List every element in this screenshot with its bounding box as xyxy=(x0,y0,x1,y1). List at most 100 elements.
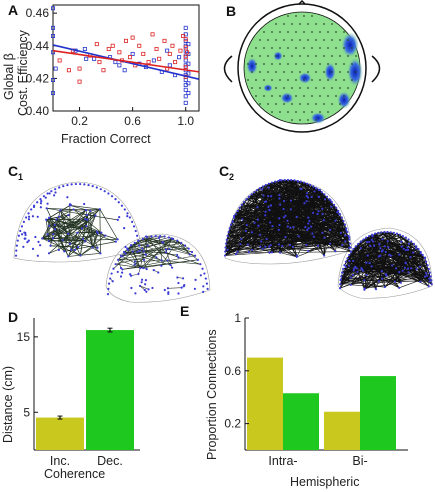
network-node xyxy=(19,229,22,233)
network-edge xyxy=(384,257,426,288)
electrode-dot xyxy=(327,63,329,65)
network-node xyxy=(16,239,19,242)
network-node xyxy=(69,203,72,206)
network-node xyxy=(233,216,236,219)
network-edge xyxy=(340,278,430,281)
network-node xyxy=(183,284,186,287)
network-node xyxy=(379,247,382,250)
network-edge xyxy=(340,275,387,280)
network-node xyxy=(401,234,405,238)
network-node xyxy=(256,206,259,209)
hotspot xyxy=(310,112,326,124)
data-point xyxy=(84,56,89,61)
network-node xyxy=(352,269,355,272)
network-node xyxy=(321,212,324,216)
electrode-dot xyxy=(335,47,337,49)
network-node xyxy=(353,267,356,270)
network-edge xyxy=(280,252,297,258)
electrode-dot xyxy=(327,47,329,49)
network-node xyxy=(54,188,57,191)
network-node xyxy=(419,280,422,283)
network-node xyxy=(295,254,299,258)
network-edge xyxy=(311,189,320,198)
network-node xyxy=(138,284,142,288)
network-edge xyxy=(316,188,338,213)
network-node xyxy=(170,266,174,269)
network-node xyxy=(67,255,70,258)
y-tick-label: 5 xyxy=(23,405,30,419)
electrode-dot xyxy=(287,95,289,97)
network-node xyxy=(305,182,309,185)
data-point xyxy=(157,56,162,61)
electrode-dot xyxy=(335,79,337,81)
network-node xyxy=(317,210,320,213)
electrode-dot xyxy=(255,47,257,49)
network-node xyxy=(112,267,115,270)
network-edge xyxy=(269,244,290,247)
network-node xyxy=(412,251,415,254)
network-edge xyxy=(169,248,190,255)
network-node xyxy=(296,179,299,183)
network-edge xyxy=(227,199,247,236)
network-node xyxy=(323,236,326,239)
network-node xyxy=(124,252,127,255)
network-node xyxy=(322,219,325,222)
network-node xyxy=(226,234,229,237)
data-point xyxy=(53,66,58,71)
network-node xyxy=(340,216,343,219)
network-node xyxy=(308,219,311,222)
panel-c2-label: C xyxy=(219,163,229,179)
network-node xyxy=(354,245,357,248)
c1-brain-right-outline xyxy=(105,233,211,303)
network-node xyxy=(259,245,262,248)
network-node xyxy=(165,248,168,251)
data-point xyxy=(183,64,188,69)
electrode-dot xyxy=(287,47,289,49)
network-node xyxy=(48,216,51,219)
network-node xyxy=(234,253,238,256)
electrode-dot xyxy=(307,87,309,89)
electrode-dot xyxy=(299,103,301,105)
network-edge xyxy=(381,246,386,272)
panel-c2: C 2 xyxy=(219,163,433,299)
network-edge xyxy=(225,194,280,244)
electrode-dot xyxy=(319,111,321,113)
network-node xyxy=(374,288,378,291)
network-node xyxy=(27,239,30,242)
network-node xyxy=(410,240,413,243)
network-edge xyxy=(290,200,314,214)
network-node xyxy=(394,267,398,270)
network-edge xyxy=(283,200,291,228)
c2-network-nodes xyxy=(223,178,433,291)
data-point xyxy=(51,33,56,38)
network-edge xyxy=(268,183,350,240)
network-edge xyxy=(271,182,332,207)
network-node xyxy=(31,247,35,250)
network-node xyxy=(245,224,248,227)
hotspot xyxy=(298,72,312,84)
network-node xyxy=(119,266,123,270)
network-node xyxy=(428,280,431,283)
data-point xyxy=(173,60,178,65)
network-node xyxy=(370,233,374,236)
network-node xyxy=(423,257,426,260)
network-node xyxy=(380,231,383,234)
network-node xyxy=(40,199,43,203)
network-node xyxy=(45,218,48,221)
network-edge xyxy=(49,217,116,242)
network-edge xyxy=(317,213,336,222)
network-node xyxy=(299,187,302,190)
network-edge xyxy=(364,268,397,289)
electrode-dot xyxy=(279,95,281,97)
network-node xyxy=(278,217,281,220)
network-node xyxy=(349,246,352,249)
network-node xyxy=(22,245,25,248)
network-edge xyxy=(140,259,198,269)
network-node xyxy=(231,219,234,223)
electrode-dot xyxy=(291,71,293,73)
network-node xyxy=(167,292,170,296)
network-edge xyxy=(339,268,355,289)
network-node xyxy=(270,181,274,184)
network-node xyxy=(177,281,180,285)
electrode-dot xyxy=(347,39,349,41)
